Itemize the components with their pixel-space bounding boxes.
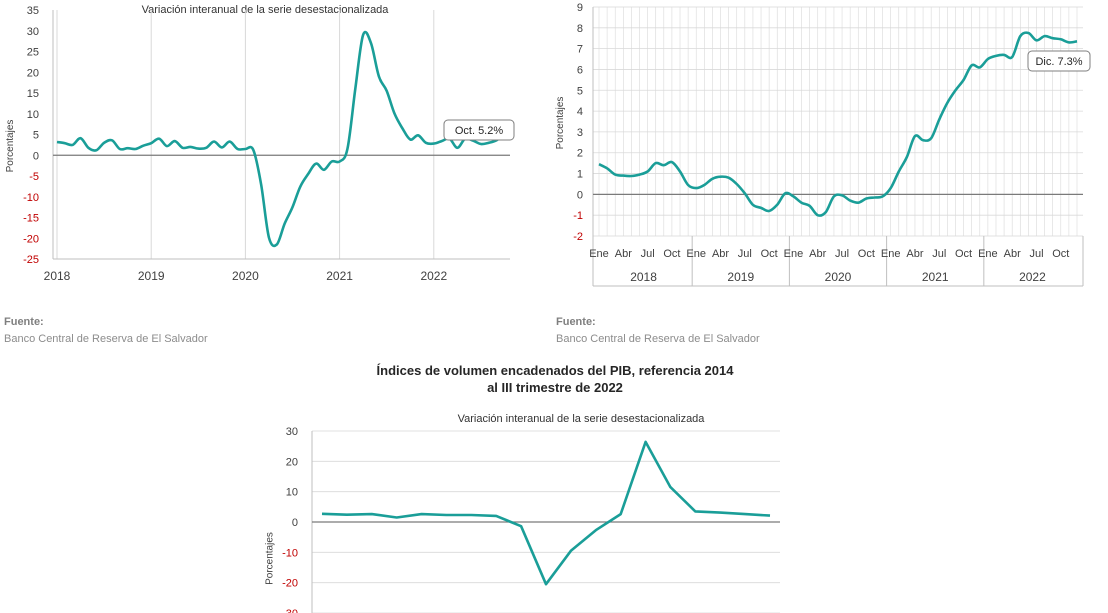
chart-3-title: Variación interanual de la serie desesta… xyxy=(458,413,706,425)
chart-2-year-label: 2019 xyxy=(727,270,754,284)
chart-2-month-label: Oct xyxy=(858,248,875,260)
chart-2-month-label: Jul xyxy=(932,248,946,260)
chart-1-y-tick-label: -10 xyxy=(23,192,39,204)
chart-2-y-tick-label: 5 xyxy=(577,85,583,97)
chart-2-month-label: Abr xyxy=(906,248,923,260)
chart-2-month-label: Abr xyxy=(615,248,632,260)
chart-2-month-label: Oct xyxy=(663,248,680,260)
chart-2-month-label: Jul xyxy=(738,248,752,260)
chart-2-month-label: Jul xyxy=(835,248,849,260)
chart-1-y-tick-label: 0 xyxy=(33,150,39,162)
chart-2-y-tick-label: -2 xyxy=(573,231,583,243)
chart-1-x-tick-label: 2018 xyxy=(44,269,71,283)
chart-2-month-label: Ene xyxy=(589,248,609,260)
chart-3: Variación interanual de la serie desesta… xyxy=(282,413,780,613)
chart-3-y-tick-label: -30 xyxy=(282,608,298,613)
chart-1: Variación interanual de la serie desesta… xyxy=(5,4,515,283)
chart-3-y-tick-label: 30 xyxy=(286,426,298,438)
chart-2-month-label: Abr xyxy=(1004,248,1021,260)
chart-2-month-label: Jul xyxy=(1029,248,1043,260)
chart-2-y-tick-label: 8 xyxy=(577,23,583,35)
chart-3-y-tick-label: 0 xyxy=(292,517,298,529)
source-name-right: Banco Central de Reserva de El Salvador xyxy=(556,333,760,345)
chart-3-y-axis-label-text: Porcentajes xyxy=(264,532,276,585)
chart-1-y-tick-label: 30 xyxy=(27,26,39,38)
chart-2-y-tick-label: 9 xyxy=(577,2,583,14)
chart-2-y-tick-label: 0 xyxy=(577,189,583,201)
chart-2-month-label: Ene xyxy=(784,248,804,260)
chart-2-y-tick-label: 4 xyxy=(577,106,583,118)
section-title-line-1: Índices de volumen encadenados del PIB, … xyxy=(376,363,734,378)
chart-2: 9 8 7 6 5 4 3 2 1 0 -1 -2 Ene Abr Jul Oct 2018 Ene Abr Jul… xyxy=(555,2,1091,287)
source-label-right: Fuente: xyxy=(556,316,596,328)
chart-1-x-tick-label: 2022 xyxy=(420,269,447,283)
chart-2-y-tick-label: 7 xyxy=(577,44,583,56)
chart-1-y-tick-label: 15 xyxy=(27,88,39,100)
svg-text:Oct. 5.2%: Oct. 5.2% xyxy=(455,125,504,137)
chart-2-y-tick-label: 6 xyxy=(577,64,583,76)
chart-3-y-axis-label-wrap: Porcentajes xyxy=(263,520,277,600)
chart-2-year-label: 2021 xyxy=(922,270,949,284)
chart-3-y-tick-label: -10 xyxy=(282,547,298,559)
source-label-left: Fuente: xyxy=(4,316,44,328)
chart-2-month-label: Jul xyxy=(641,248,655,260)
chart-2-series-line xyxy=(598,31,1078,217)
chart-1-series-line xyxy=(56,30,506,248)
chart-1-x-tick-label: 2020 xyxy=(232,269,259,283)
chart-2-year-label: 2020 xyxy=(825,270,852,284)
chart-1-y-tick-label: -15 xyxy=(23,213,39,225)
chart-3-y-tick-label: 10 xyxy=(286,487,298,499)
section-title-line-2: al III trimestre de 2022 xyxy=(487,380,623,395)
chart-1-y-tick-label: -20 xyxy=(23,233,39,245)
chart-1-title: Variación interanual de la serie desesta… xyxy=(142,4,390,16)
chart-2-month-label: Ene xyxy=(978,248,998,260)
chart-2-annotation: Dic. 7.3% xyxy=(1027,50,1091,72)
chart-1-y-tick-label: 35 xyxy=(27,5,39,17)
chart-2-month-label: Oct xyxy=(955,248,972,260)
chart-1-y-tick-label: -25 xyxy=(23,254,39,266)
chart-2-y-tick-label: 2 xyxy=(577,148,583,160)
chart-1-y-tick-label: 25 xyxy=(27,47,39,59)
chart-3-y-tick-label: 20 xyxy=(286,456,298,468)
chart-1-annotation: Oct. 5.2% xyxy=(443,119,515,141)
chart-1-y-axis-label: Porcentajes xyxy=(5,120,16,173)
source-name-left: Banco Central de Reserva de El Salvador xyxy=(4,333,208,345)
chart-2-month-label: Oct xyxy=(761,248,778,260)
chart-2-month-label: Abr xyxy=(712,248,729,260)
chart-1-y-tick-label: 20 xyxy=(27,67,39,79)
chart-3-y-tick-label: -20 xyxy=(282,578,298,590)
chart-2-y-tick-label: 3 xyxy=(577,127,583,139)
chart-2-y-axis-label: Porcentajes xyxy=(555,97,566,150)
chart-2-y-tick-label: 1 xyxy=(577,169,583,181)
chart-3-series-line xyxy=(321,440,771,586)
chart-2-month-label: Ene xyxy=(881,248,901,260)
chart-2-year-label: 2018 xyxy=(630,270,657,284)
chart-2-year-label: 2022 xyxy=(1019,270,1046,284)
chart-1-x-tick-label: 2021 xyxy=(326,269,353,283)
chart-2-month-label: Ene xyxy=(686,248,706,260)
chart-2-month-label: Abr xyxy=(809,248,826,260)
chart-1-y-tick-label: 5 xyxy=(33,130,39,142)
chart-2-y-tick-label: -1 xyxy=(573,210,583,222)
chart-1-y-tick-label: -5 xyxy=(29,171,39,183)
chart-1-y-tick-label: 10 xyxy=(27,109,39,121)
svg-text:Dic. 7.3%: Dic. 7.3% xyxy=(1035,56,1082,68)
section-title: Índices de volumen encadenados del PIB, … xyxy=(290,362,820,396)
chart-2-month-label: Oct xyxy=(1052,248,1069,260)
chart-1-x-tick-label: 2019 xyxy=(138,269,165,283)
